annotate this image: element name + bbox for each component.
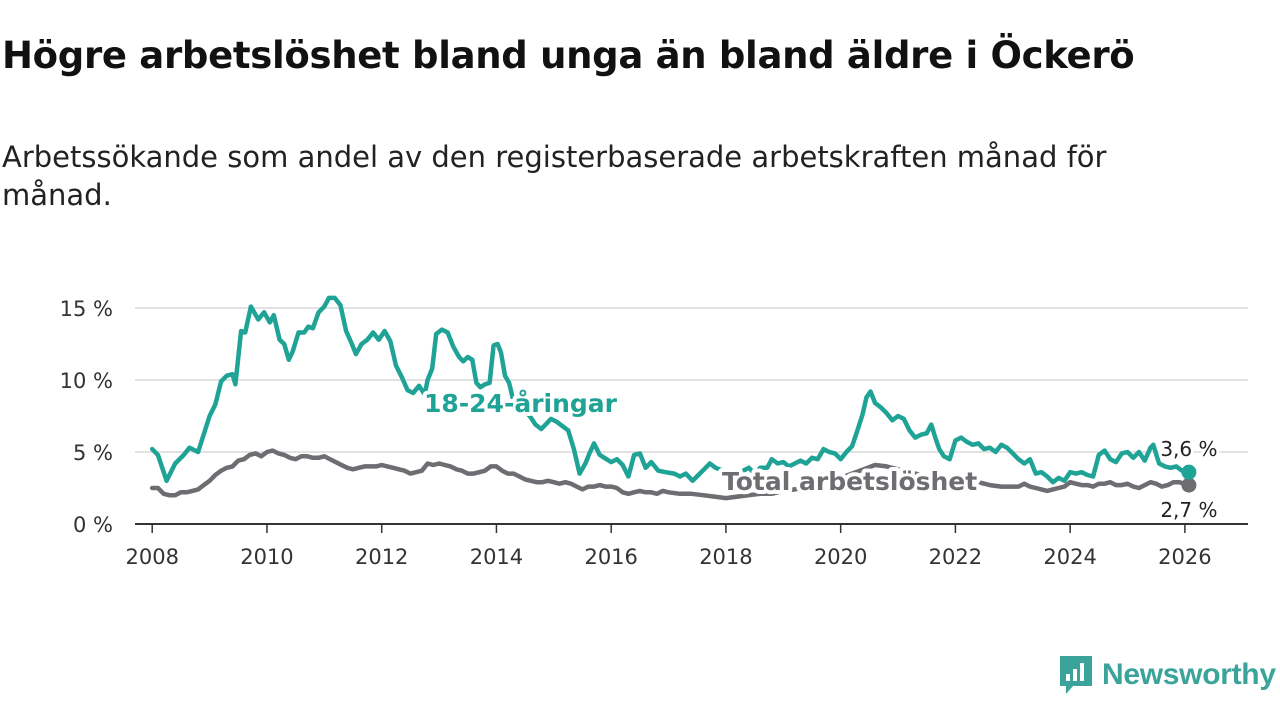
x-tick-label: 2020: [814, 545, 867, 569]
x-tick-label: 2014: [470, 545, 523, 569]
youth-series-label: 18-24-åringar: [424, 389, 618, 418]
x-tick-label: 2026: [1158, 545, 1211, 569]
total-series-line: [149, 448, 1192, 501]
youth-series-line: [149, 295, 1192, 485]
brand-name: Newsworthy: [1102, 658, 1276, 691]
total-end-value-label: 2,7 %: [1160, 498, 1217, 522]
newsworthy-logo-icon: [1060, 656, 1092, 694]
youth-series-line-end-point: [1181, 464, 1197, 480]
gridlines: [135, 307, 1248, 453]
x-tick-label: 2016: [584, 545, 637, 569]
x-tick-label: 2008: [125, 545, 178, 569]
y-tick-label: 10 %: [60, 369, 113, 393]
chart-subtitle: Arbetssökande som andel av den registerb…: [2, 140, 1107, 212]
y-tick-label: 15 %: [60, 297, 113, 321]
axes: 0 % 5 % 10 % 15 % 2008 2010 2012 2014 2016 2018 20…: [60, 297, 1248, 569]
chart-title: Högre arbetslöshet bland unga än bland ä…: [2, 34, 1135, 77]
y-tick-label: 5 %: [73, 441, 113, 465]
newsworthy-logo: Newsworthy: [1058, 654, 1276, 696]
total-series-label: Total arbetslöshet: [722, 467, 977, 496]
youth-end-value-label: 3,6 %: [1160, 437, 1217, 461]
x-tick-label: 2012: [355, 545, 408, 569]
x-tick-label: 2022: [929, 545, 982, 569]
series-labels: 18-24-åringar Total arbetslöshet 3,6 % 2,7 …: [420, 385, 1220, 525]
series-lines: [149, 295, 1197, 501]
x-tick-label: 2018: [699, 545, 752, 569]
x-tick-label: 2024: [1043, 545, 1096, 569]
total-series-line-end-point: [1181, 477, 1197, 493]
y-tick-label: 0 %: [73, 513, 113, 537]
x-tick-label: 2010: [240, 545, 293, 569]
